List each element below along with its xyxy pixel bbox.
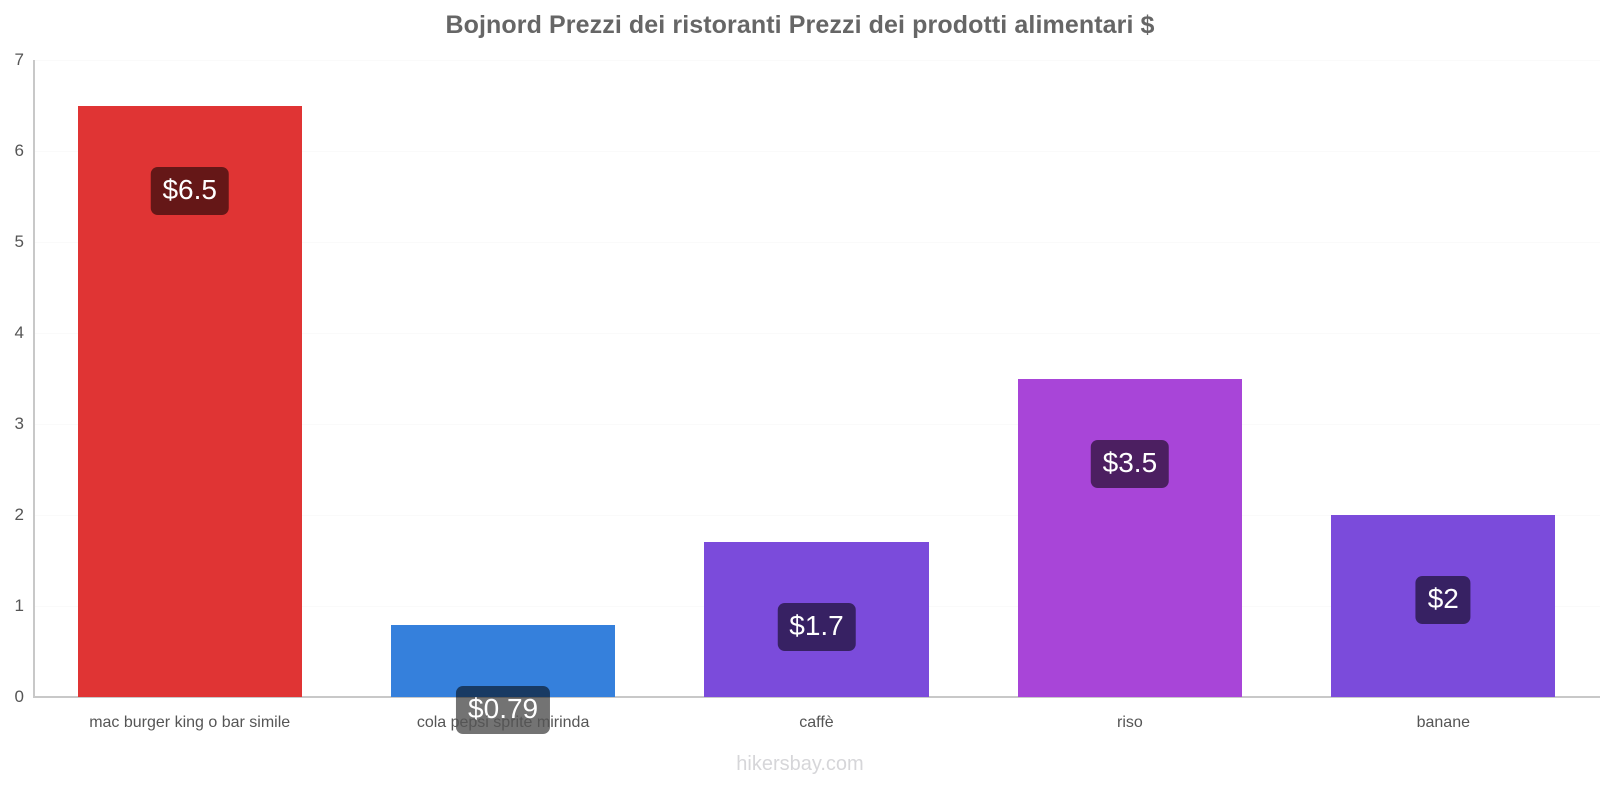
bar[interactable] xyxy=(391,625,616,697)
y-axis-line xyxy=(33,60,35,698)
y-axis-tick-label: 3 xyxy=(14,414,24,433)
bar-value-label: $3.5 xyxy=(1090,439,1170,488)
gridline xyxy=(33,151,1600,152)
x-axis-category-label: riso xyxy=(1116,714,1143,731)
y-axis-tick-label: 6 xyxy=(14,141,24,160)
x-axis-category-label: cola pepsi sprite mirinda xyxy=(416,714,590,731)
y-axis-tick-label: 5 xyxy=(14,232,24,251)
watermark-label: hikersbay.com xyxy=(736,753,864,775)
gridline xyxy=(33,242,1600,243)
bar[interactable] xyxy=(1017,378,1242,697)
x-axis-category-label: mac burger king o bar simile xyxy=(89,714,291,731)
bar-value-label: $0.79 xyxy=(456,686,551,735)
y-axis-tick-label: 7 xyxy=(14,50,24,69)
y-axis-tick-label: 0 xyxy=(14,687,24,706)
y-axis-tick-label: 4 xyxy=(14,323,24,342)
y-axis-tick-label: 2 xyxy=(14,505,24,524)
gridline xyxy=(33,515,1600,516)
x-axis-line xyxy=(33,696,1600,698)
gridline xyxy=(33,60,1600,61)
gridline xyxy=(33,333,1600,334)
x-axis-category-label: caffè xyxy=(799,714,834,731)
bar-value-label: $2 xyxy=(1415,576,1471,624)
y-axis-tick-label: 1 xyxy=(14,596,24,615)
chart-title: Bojnord Prezzi dei ristoranti Prezzi dei… xyxy=(445,11,1155,39)
bar-value-label: $1.7 xyxy=(777,603,856,652)
x-axis-category-label: banane xyxy=(1416,714,1470,731)
bar-value-label: $6.5 xyxy=(150,166,229,215)
gridline xyxy=(33,424,1600,425)
